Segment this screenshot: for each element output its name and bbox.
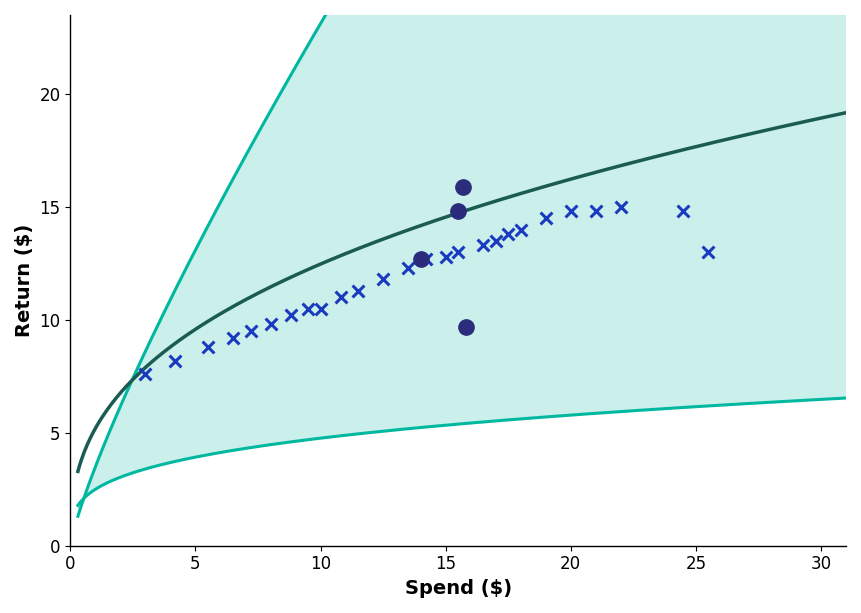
- Point: [614, 202, 628, 212]
- Point: [226, 333, 240, 343]
- Point: [139, 369, 152, 379]
- Point: [414, 254, 428, 264]
- Point: [451, 247, 465, 257]
- Point: [418, 254, 432, 264]
- Y-axis label: Return ($): Return ($): [15, 224, 34, 337]
- Point: [589, 207, 603, 216]
- Point: [334, 292, 348, 302]
- Point: [489, 236, 503, 246]
- Point: [456, 181, 470, 191]
- Point: [351, 286, 365, 295]
- Point: [459, 322, 473, 332]
- Point: [401, 263, 415, 273]
- Point: [376, 275, 390, 284]
- Point: [283, 310, 297, 320]
- Point: [301, 303, 315, 313]
- Point: [501, 229, 515, 239]
- Point: [451, 207, 465, 216]
- Point: [539, 213, 553, 223]
- Point: [313, 303, 327, 313]
- Point: [476, 240, 490, 250]
- Point: [677, 207, 691, 216]
- Point: [169, 356, 183, 365]
- Point: [514, 224, 528, 234]
- X-axis label: Spend ($): Spend ($): [405, 579, 511, 598]
- Point: [564, 207, 578, 216]
- Point: [702, 247, 715, 257]
- Point: [263, 319, 277, 329]
- Point: [244, 326, 257, 336]
- Point: [439, 252, 453, 262]
- Point: [201, 342, 215, 352]
